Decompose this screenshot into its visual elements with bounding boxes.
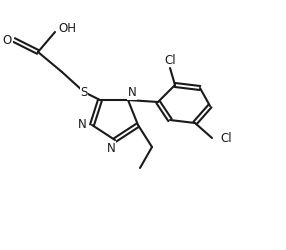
Text: N: N	[128, 86, 136, 100]
Text: OH: OH	[58, 22, 76, 35]
Text: O: O	[3, 34, 12, 46]
Text: Cl: Cl	[164, 54, 176, 66]
Text: S: S	[80, 86, 88, 98]
Text: N: N	[78, 118, 86, 132]
Text: N: N	[107, 142, 115, 154]
Text: Cl: Cl	[220, 132, 232, 144]
